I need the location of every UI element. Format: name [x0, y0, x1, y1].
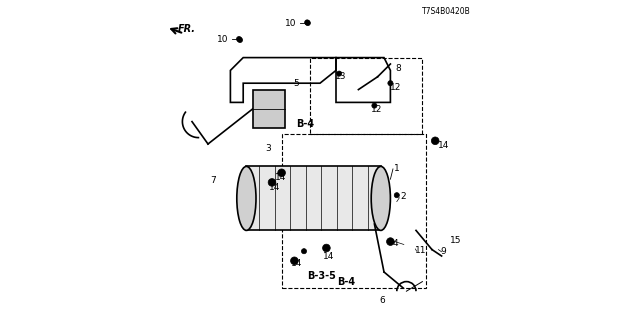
Text: 8: 8 — [396, 64, 401, 73]
Text: B-3-5: B-3-5 — [307, 271, 336, 281]
Circle shape — [388, 81, 393, 86]
Circle shape — [394, 193, 399, 198]
Circle shape — [387, 238, 394, 245]
Circle shape — [237, 37, 243, 43]
Text: B-4: B-4 — [338, 277, 356, 287]
Bar — [253, 90, 285, 128]
Circle shape — [268, 179, 276, 186]
Text: 11: 11 — [415, 246, 426, 255]
Text: 4: 4 — [393, 239, 399, 248]
Text: B-4: B-4 — [296, 119, 314, 129]
Text: 14: 14 — [323, 252, 335, 261]
Ellipse shape — [371, 166, 390, 230]
Text: 12: 12 — [371, 105, 382, 114]
Text: FR.: FR. — [178, 24, 196, 34]
Bar — [310, 58, 422, 134]
Bar — [282, 134, 426, 288]
Text: 9: 9 — [440, 247, 445, 256]
Text: 2: 2 — [401, 192, 406, 201]
Circle shape — [431, 137, 439, 145]
Circle shape — [278, 169, 285, 177]
Circle shape — [301, 249, 307, 254]
Text: 10: 10 — [217, 35, 228, 44]
Circle shape — [237, 36, 242, 42]
Circle shape — [305, 20, 310, 25]
Ellipse shape — [237, 166, 256, 230]
Circle shape — [305, 20, 310, 26]
Circle shape — [291, 257, 298, 265]
Text: 12: 12 — [390, 83, 401, 92]
Bar — [246, 166, 381, 230]
Circle shape — [372, 103, 377, 108]
Text: 14: 14 — [269, 183, 281, 192]
Text: 15: 15 — [450, 236, 461, 245]
Text: 7: 7 — [211, 176, 216, 185]
Text: 6: 6 — [380, 296, 385, 305]
Circle shape — [337, 71, 342, 76]
Text: 14: 14 — [275, 173, 286, 182]
Text: 14: 14 — [291, 259, 302, 268]
Text: 13: 13 — [335, 72, 347, 81]
Text: 10: 10 — [285, 19, 297, 28]
Text: 1: 1 — [394, 164, 400, 172]
Text: 3: 3 — [265, 144, 271, 153]
Text: 14: 14 — [438, 141, 449, 150]
Circle shape — [323, 244, 330, 252]
Text: 5: 5 — [292, 79, 298, 88]
Text: T7S4B0420B: T7S4B0420B — [422, 7, 470, 16]
